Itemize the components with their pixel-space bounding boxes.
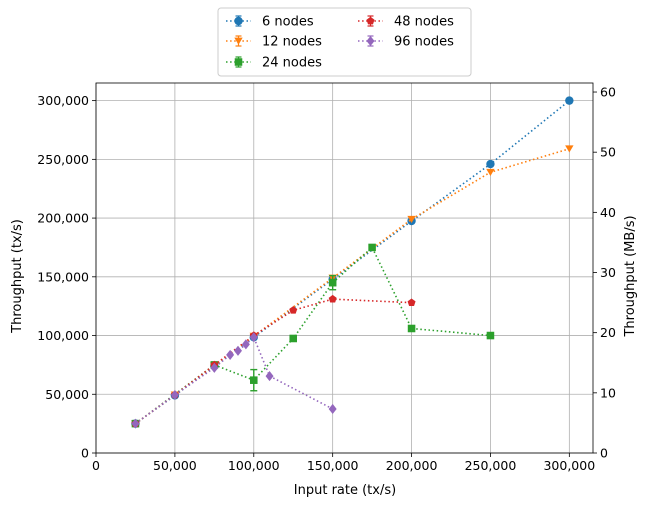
y-tick-label: 300,000 — [37, 93, 89, 108]
y2-tick-label: 20 — [600, 325, 616, 340]
legend-entry: 48 nodes — [358, 15, 454, 30]
x-tick-label: 200,000 — [386, 458, 438, 473]
data-point — [226, 349, 235, 360]
y-tick-label: 50,000 — [45, 387, 89, 402]
legend-label: 12 nodes — [262, 35, 322, 50]
data-point — [486, 159, 495, 169]
data-point — [407, 298, 416, 307]
data-point — [249, 332, 258, 343]
data-point — [249, 376, 258, 384]
legend-marker — [234, 37, 243, 45]
x-tick-label: 0 — [92, 458, 100, 473]
data-point — [486, 168, 495, 177]
legend-label: 48 nodes — [394, 15, 454, 30]
legend-box — [217, 7, 472, 77]
data-point — [265, 371, 274, 382]
x-tick-label: 50,000 — [153, 458, 197, 473]
x-tick-label: 300,000 — [543, 458, 595, 473]
data-point — [170, 389, 179, 400]
y-tick-label: 150,000 — [37, 269, 89, 284]
x-tick-label: 100,000 — [228, 458, 280, 473]
data-point — [565, 96, 574, 105]
data-point — [328, 294, 337, 303]
series-96-nodes — [131, 332, 337, 429]
series-line — [134, 246, 491, 425]
x-axis-ticks: 0 50,000 100,000 150,000 200,000 250,000 300,0… — [92, 453, 595, 473]
y-axis-ticks: 0 50,000 100,000 150,000 200,000 250,000 300,0… — [37, 93, 96, 461]
data-point — [407, 215, 416, 224]
y-tick-label: 0 — [81, 446, 89, 461]
x-tick-label: 250,000 — [465, 458, 517, 473]
data-point — [234, 345, 242, 356]
y-tick-label: 250,000 — [37, 152, 89, 167]
x-axis-label: Input rate (tx/s) — [294, 483, 396, 498]
data-point — [328, 403, 337, 414]
y2-tick-label: 60 — [600, 85, 616, 100]
data-point — [210, 362, 219, 373]
data-point — [328, 278, 337, 287]
legend-entry: 96 nodes — [358, 35, 454, 50]
data-point — [131, 418, 140, 429]
y-axis-label: Throughput (tx/s) — [10, 219, 25, 334]
y-tick-label: 100,000 — [37, 328, 89, 343]
y2-tick-label: 10 — [600, 385, 616, 400]
data-point — [241, 339, 250, 350]
legend: 6 nodes 12 nodes 24 nodes 48 nodes 96 nodes — [217, 7, 472, 77]
legend-marker — [366, 35, 375, 47]
y-tick-label: 200,000 — [37, 211, 89, 226]
data-point — [289, 306, 298, 314]
legend-marker — [366, 16, 375, 25]
y2-tick-label: 40 — [600, 205, 616, 220]
legend-entry: 6 nodes — [226, 15, 314, 30]
series-layer — [131, 96, 574, 429]
data-point — [565, 145, 574, 153]
y2-tick-label: 30 — [600, 265, 616, 280]
data-point — [368, 243, 376, 252]
y2-tick-label: 50 — [600, 145, 616, 160]
data-point — [486, 331, 495, 340]
x-tick-label: 150,000 — [307, 458, 359, 473]
legend-label: 96 nodes — [394, 35, 454, 50]
legend-entry: 12 nodes — [226, 35, 322, 50]
legend-marker — [234, 58, 243, 66]
legend-label: 6 nodes — [262, 15, 314, 30]
plot-frame — [95, 82, 594, 454]
y2-tick-label: 0 — [600, 446, 608, 461]
data-point — [407, 324, 416, 333]
legend-entry: 24 nodes — [226, 56, 322, 71]
legend-marker — [234, 16, 243, 26]
series-line — [134, 99, 570, 425]
y2-axis-ticks: 0 10 20 30 40 50 60 — [593, 85, 616, 461]
y2-axis-label: Throughput (MB/s) — [623, 215, 638, 337]
legend-label: 24 nodes — [262, 56, 322, 71]
data-point — [289, 334, 298, 343]
